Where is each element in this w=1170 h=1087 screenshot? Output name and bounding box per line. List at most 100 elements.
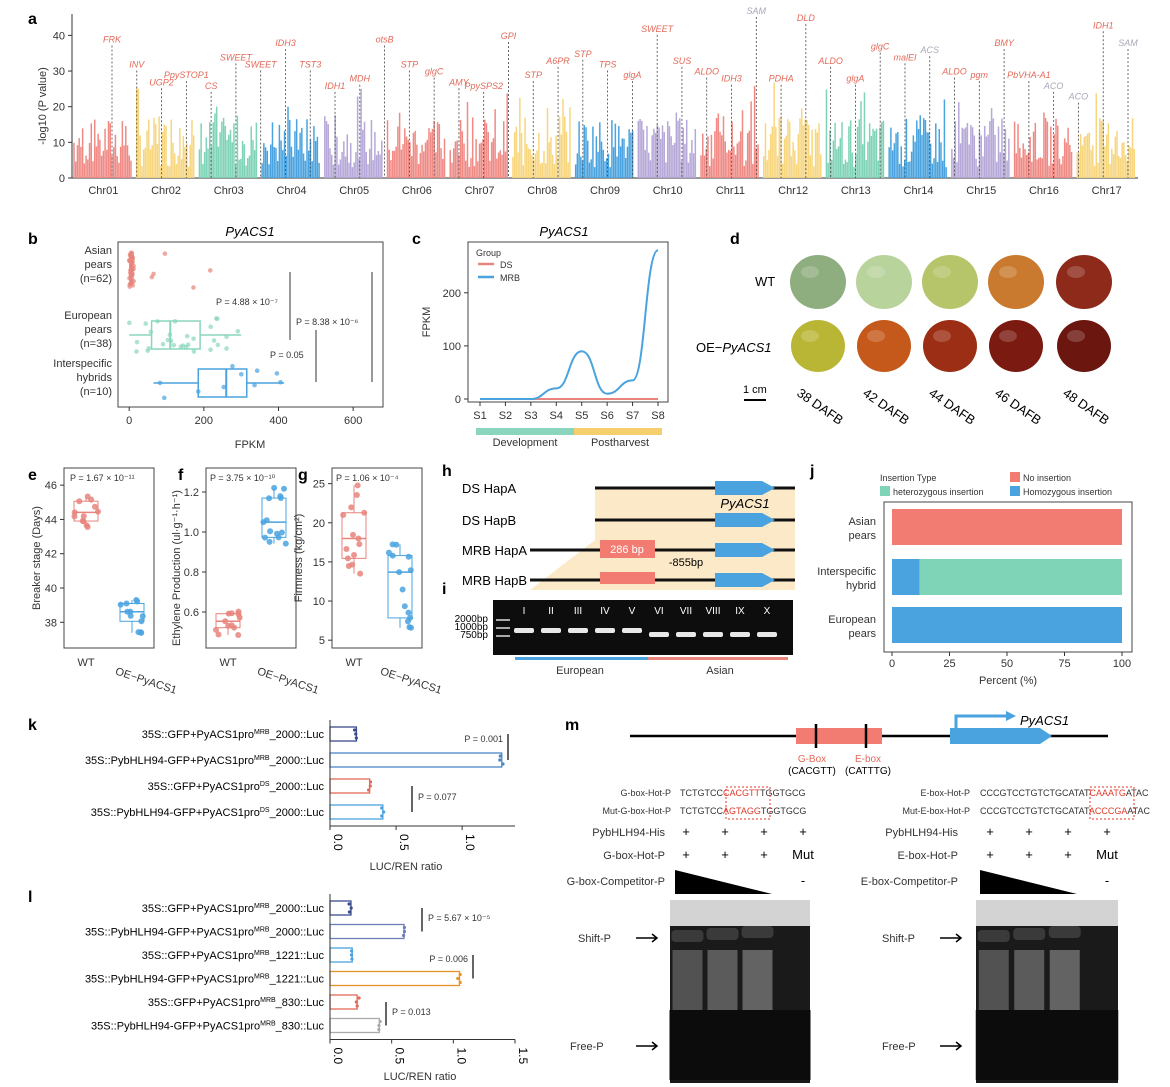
luc-bar bbox=[329, 994, 358, 1010]
panel-j-label: j bbox=[809, 463, 814, 480]
a-gene-label: A6PR bbox=[545, 56, 570, 66]
panel-b: b PyACS1 Asian pears (n=62) European pears (n… bbox=[28, 224, 384, 451]
sign-cell: Mut bbox=[1096, 847, 1118, 862]
a-gene-label: STP bbox=[574, 49, 592, 59]
luc-point bbox=[354, 736, 358, 740]
luc-pvalue: P = 0.001 bbox=[464, 734, 503, 744]
right-row3: E-box-Competitor-P bbox=[861, 876, 958, 888]
gel-band bbox=[649, 632, 669, 637]
wt-fruit bbox=[988, 255, 1044, 309]
b-point bbox=[195, 389, 201, 394]
panel-a-gene-labels: FRKINVUGP2PpySTOP1CSSWEETSWEETIDH3TST3ID… bbox=[103, 6, 1138, 178]
panel-j-legend-title: Insertion Type bbox=[880, 473, 936, 483]
b-point bbox=[160, 341, 166, 347]
c-ytick-label: 200 bbox=[443, 288, 461, 300]
point bbox=[267, 528, 274, 535]
a-gene-label: IDH3 bbox=[721, 74, 742, 84]
a-gene-label: PpySTOP1 bbox=[164, 70, 209, 80]
development-band bbox=[476, 428, 574, 435]
a-gene-label: glgC bbox=[425, 67, 444, 77]
free-band bbox=[975, 1010, 1012, 1080]
b-xtick-label: 400 bbox=[269, 415, 287, 427]
j-xtick-label: 100 bbox=[1113, 658, 1131, 670]
b-pvalue: P = 8.38 × 10⁻⁶ bbox=[296, 317, 359, 327]
point bbox=[117, 601, 124, 608]
b-group-line1: Interspecific bbox=[53, 358, 112, 370]
b-point bbox=[213, 316, 219, 321]
a-gene-label: SWEET bbox=[220, 52, 254, 62]
right-sign-table: + + + + + + + Mut - bbox=[986, 824, 1118, 888]
c-xtick-label: S4 bbox=[550, 410, 563, 422]
b-box bbox=[197, 368, 248, 398]
ebox-label: E-box bbox=[855, 754, 881, 765]
a-ytick-label: 40 bbox=[53, 30, 65, 42]
luc-point bbox=[498, 758, 502, 762]
b-point bbox=[167, 332, 173, 338]
ytick-label: 42 bbox=[45, 549, 57, 561]
a-gene-label: otsB bbox=[376, 35, 394, 45]
ytick-label: 25 bbox=[313, 479, 325, 491]
panel-c: c PyACS1 FPKM 0 100 200 S1 S2 S3 S4 S5 S6 S7 S8 Gr… bbox=[412, 224, 669, 449]
b-point bbox=[129, 272, 134, 278]
lane-label: VIII bbox=[705, 606, 720, 617]
luc-point bbox=[380, 814, 384, 818]
a-gene-label: ALDO bbox=[693, 67, 719, 77]
panel-c-legend-title: Group bbox=[476, 248, 501, 258]
ladder-label: 750bp bbox=[460, 630, 488, 641]
ytick-label: 15 bbox=[313, 557, 325, 569]
chromosome-label: Chr01 bbox=[88, 185, 118, 197]
panel-f-label: f bbox=[178, 467, 184, 484]
luc-bar bbox=[329, 923, 405, 940]
luc-point bbox=[458, 972, 462, 977]
a-gene-label: PbVHA-A1 bbox=[1007, 70, 1051, 80]
a-gene-label: SWEET bbox=[641, 24, 675, 34]
b-point bbox=[252, 382, 257, 388]
asian-bar bbox=[648, 657, 788, 660]
panel-e-plot: 38 40 42 44 46 bbox=[45, 480, 146, 636]
chromosome-label: Chr03 bbox=[214, 185, 244, 197]
luc-pvalue: P = 0.013 bbox=[392, 1007, 431, 1017]
luc-point bbox=[349, 953, 354, 957]
haplotype-rows: DS HapA DS HapB MRB HapA MRB HapB bbox=[462, 481, 795, 588]
panel-f-x2: OE−PyACS1 bbox=[256, 666, 320, 697]
b-point bbox=[191, 336, 196, 341]
right-probe2-label: Mut-E-box-Hot-P bbox=[902, 806, 970, 816]
asian-label: Asian bbox=[706, 665, 734, 677]
a-gene-label: IDH3 bbox=[275, 38, 296, 48]
a-ytick-label: 0 bbox=[59, 173, 65, 185]
point bbox=[408, 624, 415, 631]
point bbox=[138, 618, 145, 625]
point bbox=[282, 540, 289, 547]
oe-fruit bbox=[1057, 320, 1111, 372]
b-group-line3: (n=62) bbox=[80, 273, 112, 285]
point bbox=[138, 629, 145, 636]
j-bar-segment bbox=[892, 559, 920, 595]
j-group-label: pears bbox=[848, 628, 876, 640]
b-point bbox=[127, 320, 132, 326]
panel-c-legend: DS MRB bbox=[478, 260, 520, 283]
luc-row-label: 35S::GFP+PyACS1proDS_2000::Luc bbox=[148, 781, 325, 793]
stage-label: 42 DAFB bbox=[860, 385, 912, 428]
a-ytick-label: 20 bbox=[53, 102, 65, 114]
luc-pvalue: P = 0.077 bbox=[418, 792, 457, 802]
j-xtick-label: 25 bbox=[943, 658, 955, 670]
sign-cell: Mut bbox=[792, 847, 814, 862]
point bbox=[80, 518, 87, 525]
gel-band bbox=[595, 628, 615, 633]
shift-band bbox=[1048, 926, 1081, 938]
gene-arrow bbox=[715, 573, 775, 587]
b-group-line3: (n=38) bbox=[80, 338, 112, 350]
point bbox=[361, 509, 368, 516]
chromosome-label: Chr09 bbox=[590, 185, 620, 197]
b-point bbox=[221, 384, 227, 390]
panel-l-label: l bbox=[28, 889, 32, 906]
point bbox=[356, 541, 363, 548]
a-gene-label: glgA bbox=[846, 74, 864, 84]
b-point bbox=[191, 285, 196, 290]
shift-band bbox=[741, 926, 774, 938]
lane-label: I bbox=[523, 606, 526, 617]
point bbox=[94, 508, 101, 515]
j-legend-swatch bbox=[880, 486, 890, 496]
sign-cell: - bbox=[1105, 873, 1109, 888]
point bbox=[355, 535, 362, 542]
